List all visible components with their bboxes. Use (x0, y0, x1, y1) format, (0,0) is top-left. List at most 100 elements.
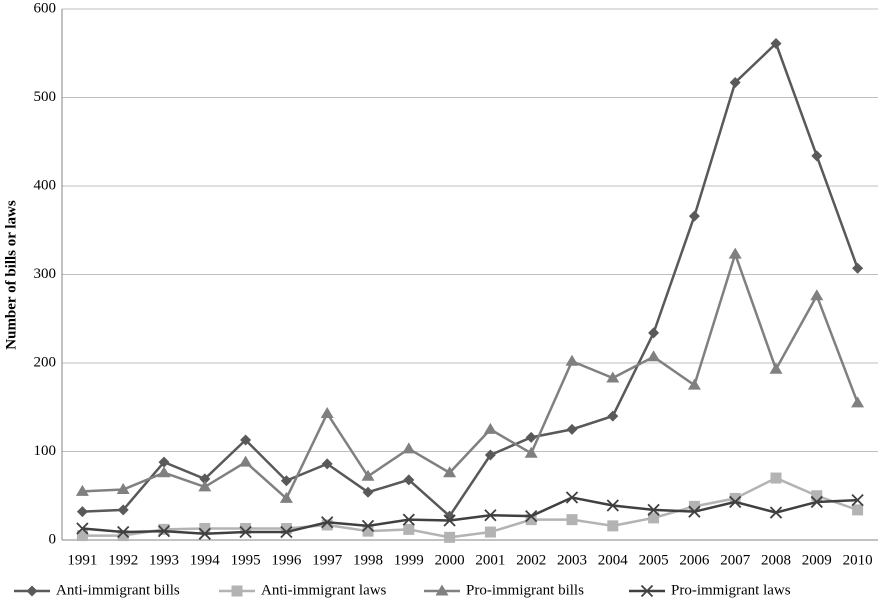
marker (117, 530, 129, 542)
marker (435, 584, 449, 596)
marker (158, 523, 170, 535)
marker (321, 458, 333, 470)
marker (403, 474, 415, 486)
marker (607, 410, 619, 422)
marker (648, 327, 660, 339)
marker (443, 466, 457, 478)
x-tick-label: 2009 (802, 552, 832, 568)
marker (810, 495, 823, 509)
marker (565, 491, 579, 504)
marker (729, 495, 742, 509)
marker (231, 585, 243, 597)
marker (240, 434, 252, 446)
x-tick-label: 2004 (598, 552, 629, 568)
marker (199, 522, 211, 534)
marker (769, 362, 783, 374)
marker (640, 584, 654, 598)
y-tick-label: 600 (34, 0, 57, 16)
marker (76, 506, 88, 518)
y-axis-label: Number of bills or laws (3, 200, 19, 350)
y-tick-label: 500 (34, 89, 57, 105)
marker (729, 76, 741, 88)
marker (361, 469, 375, 481)
marker (607, 520, 619, 532)
marker (769, 506, 783, 519)
marker (239, 525, 252, 539)
y-tick-label: 200 (34, 354, 57, 370)
series-line (82, 250, 859, 501)
x-tick-label: 2010 (843, 552, 873, 568)
marker (565, 354, 579, 366)
legend-label: Pro-immigrant laws (671, 582, 791, 598)
legend-label: Anti-immigrant bills (56, 582, 180, 598)
marker (320, 406, 334, 418)
legend-label: Anti-immigrant laws (261, 582, 387, 598)
marker (851, 494, 864, 507)
marker (525, 514, 537, 526)
marker (280, 522, 292, 534)
marker (362, 486, 374, 498)
marker (117, 525, 130, 539)
marker (280, 525, 293, 539)
y-tick-label: 100 (34, 443, 57, 459)
marker (770, 38, 782, 50)
x-tick-label: 1991 (67, 552, 97, 568)
marker (688, 210, 700, 222)
marker (688, 500, 700, 512)
marker (157, 525, 171, 538)
marker (566, 514, 578, 526)
marker (811, 490, 823, 502)
marker (240, 522, 252, 534)
marker (606, 499, 619, 512)
x-tick-label: 2001 (475, 552, 505, 568)
marker (280, 475, 292, 487)
marker (402, 442, 416, 454)
marker (483, 422, 497, 434)
y-tick-label: 0 (49, 531, 57, 547)
marker (525, 509, 538, 523)
marker (648, 512, 660, 524)
marker (403, 523, 415, 535)
marker (811, 150, 823, 162)
marker (687, 378, 701, 390)
series-line (82, 496, 858, 536)
marker (362, 525, 374, 537)
marker (524, 446, 538, 458)
marker (75, 484, 89, 496)
marker (525, 431, 537, 443)
marker (647, 350, 661, 362)
marker (76, 522, 89, 535)
marker (321, 519, 333, 531)
marker (770, 472, 782, 484)
marker (402, 513, 415, 526)
marker (688, 505, 701, 518)
x-tick-label: 1996 (271, 552, 302, 568)
x-tick-label: 1995 (231, 552, 261, 568)
x-tick-label: 2000 (435, 552, 465, 568)
marker (76, 530, 88, 542)
x-tick-label: 1994 (190, 552, 221, 568)
marker (647, 503, 660, 517)
marker (606, 371, 620, 383)
marker (444, 531, 456, 543)
marker (157, 466, 171, 478)
x-tick-label: 2003 (557, 552, 587, 568)
marker (321, 516, 334, 529)
x-tick-label: 1998 (353, 552, 383, 568)
marker (566, 423, 578, 435)
x-tick-label: 2005 (639, 552, 669, 568)
marker (852, 504, 864, 516)
marker (199, 473, 211, 485)
marker (443, 514, 456, 527)
marker (158, 456, 170, 468)
x-tick-label: 1993 (149, 552, 179, 568)
series-line (82, 476, 859, 539)
series-line (82, 41, 859, 518)
marker (484, 449, 496, 461)
legend-label: Pro-immigrant bills (466, 582, 584, 598)
marker (361, 519, 375, 532)
x-tick-label: 2007 (720, 552, 751, 568)
y-tick-label: 400 (34, 177, 57, 193)
marker (484, 526, 496, 538)
